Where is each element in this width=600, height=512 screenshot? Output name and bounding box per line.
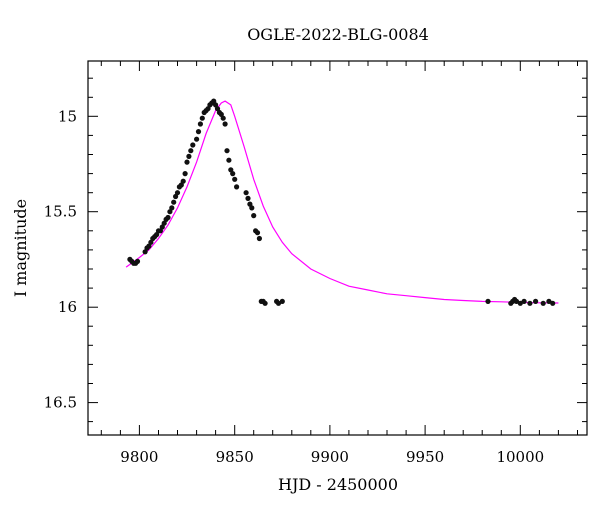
- data-point: [169, 205, 175, 211]
- data-point: [188, 148, 194, 154]
- x-tick-label: 10000: [496, 448, 544, 466]
- y-axis-label: I magnitude: [11, 199, 30, 297]
- data-point: [220, 115, 226, 121]
- data-point: [521, 298, 527, 304]
- data-point: [256, 235, 262, 242]
- data-point: [224, 148, 230, 154]
- y-tick-label: 16: [58, 298, 77, 316]
- data-point: [134, 258, 141, 264]
- data-point: [254, 230, 261, 236]
- y-tick-label: 15: [58, 107, 77, 125]
- data-point: [190, 142, 196, 148]
- data-point: [485, 298, 491, 304]
- y-tick-label: 16.5: [44, 394, 77, 412]
- data-point: [180, 178, 186, 184]
- data-point: [262, 300, 268, 306]
- data-point: [186, 153, 192, 159]
- plot-area: [125, 98, 559, 306]
- x-tick-label: 9950: [406, 448, 444, 466]
- x-axis: 9800 9850 9900 9950 10000: [100, 61, 578, 466]
- data-point: [174, 190, 181, 196]
- data-point: [194, 136, 200, 142]
- data-point: [230, 171, 236, 177]
- x-axis-label: HJD - 2450000: [278, 475, 398, 494]
- data-point: [251, 213, 257, 219]
- chart-title: OGLE-2022-BLG-0084: [247, 25, 429, 44]
- data-point: [199, 115, 205, 121]
- data-point: [184, 159, 190, 165]
- data-point: [226, 157, 232, 163]
- data-point: [195, 129, 202, 135]
- data-point: [527, 300, 533, 306]
- data-point: [245, 195, 251, 201]
- data-point: [182, 171, 188, 177]
- x-tick-label: 9900: [311, 448, 349, 466]
- data-point: [165, 214, 171, 221]
- data-point: [550, 300, 556, 306]
- plot-frame: [87, 60, 588, 436]
- x-tick-label: 9850: [216, 448, 254, 466]
- model-curve-0: [125, 100, 559, 304]
- data-point: [540, 300, 546, 306]
- x-tick-label: 9800: [120, 448, 158, 466]
- data-point: [533, 298, 539, 304]
- data-point: [243, 190, 249, 196]
- y-axis: 15 15.5 16 16.5: [44, 77, 587, 423]
- data-point: [222, 121, 228, 127]
- data-point: [197, 121, 203, 127]
- data-point: [249, 205, 255, 211]
- data-point: [171, 199, 177, 205]
- data-point: [232, 176, 238, 182]
- data-point: [279, 298, 285, 304]
- y-tick-label: 15.5: [44, 203, 77, 221]
- data-point: [234, 184, 240, 190]
